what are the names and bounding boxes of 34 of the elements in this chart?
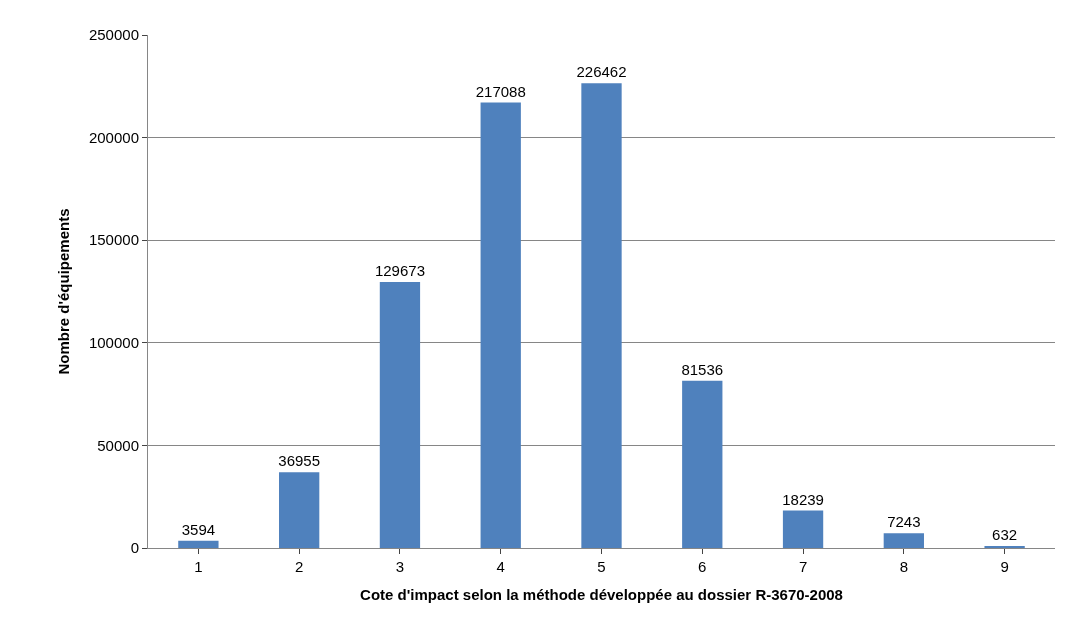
bar — [883, 533, 924, 548]
x-tick-label: 7 — [798, 558, 808, 575]
bar — [379, 281, 421, 548]
y-tick-label: 250000 — [88, 26, 139, 44]
y-tick-label: 50000 — [97, 436, 139, 454]
x-tick-label: 4 — [496, 558, 505, 575]
y-axis-title: Nombre d'équipements — [55, 208, 73, 375]
x-axis-title: Cote d'impact selon la méthode développée au dossier R-3670-2008 — [360, 586, 843, 603]
bar — [178, 540, 219, 548]
x-tick-label: 9 — [1000, 558, 1009, 575]
x-tick-label: 5 — [597, 558, 606, 575]
x-tick-label: 6 — [698, 558, 707, 575]
y-tick-label: 150000 — [88, 231, 139, 249]
data-label: 217088 — [475, 82, 526, 100]
data-label: 632 — [992, 526, 1018, 543]
bar — [782, 510, 824, 548]
y-tick-label: 0 — [130, 539, 139, 557]
x-tick-label: 3 — [395, 558, 405, 575]
data-label: 7243 — [887, 513, 921, 531]
bar — [682, 380, 723, 548]
bar — [279, 472, 320, 548]
bar — [480, 102, 521, 548]
data-label: 3594 — [181, 520, 216, 538]
data-label: 18239 — [782, 490, 824, 508]
bar — [581, 83, 622, 548]
x-tick-label: 8 — [899, 558, 908, 575]
data-label: 36955 — [278, 452, 321, 470]
x-tick-label: 2 — [295, 558, 304, 575]
y-tick-label: 100000 — [88, 334, 139, 352]
data-label: 226462 — [576, 63, 627, 81]
data-label: 129673 — [374, 261, 425, 279]
x-tick-label: 1 — [194, 558, 203, 575]
data-label: 81536 — [681, 360, 724, 378]
y-tick-label: 200000 — [88, 128, 139, 146]
